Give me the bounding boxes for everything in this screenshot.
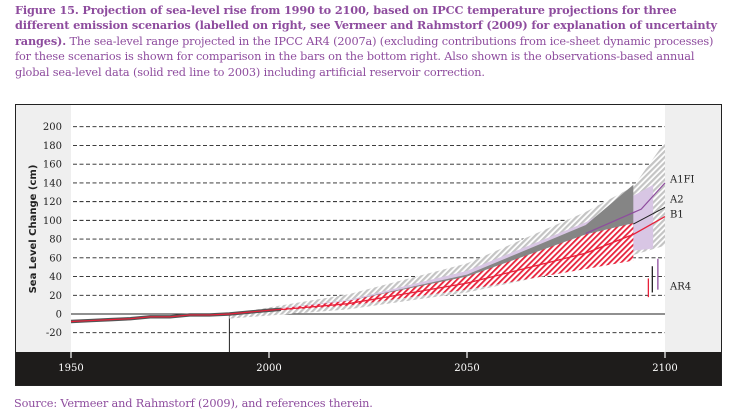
source-note: Source: Vermeer and Rahmstorf (2009), an…: [14, 397, 373, 410]
y-axis-ticks: -20 0 20 40 60 80 100 120 140 160 180 200: [43, 122, 62, 339]
observed-series: [70, 307, 282, 324]
x-tick-label: 2000: [256, 363, 281, 374]
b1-band: [229, 223, 634, 314]
y-tick-label: 0: [56, 310, 62, 321]
y-tick-label: 40: [49, 272, 62, 283]
y-tick-label: 100: [43, 216, 62, 227]
label-a1fi: A1FI: [669, 175, 695, 186]
label-a2: A2: [669, 194, 684, 205]
observed-line: [70, 308, 281, 323]
y-axis-label: Sea Level Change (cm): [28, 165, 39, 294]
scenario-lines: [229, 182, 666, 315]
label-ar4: AR4: [669, 281, 691, 292]
y-tick-label: 60: [49, 253, 62, 264]
left-axis-panel: [16, 105, 71, 352]
y-tick-label: 80: [49, 235, 62, 246]
y-tick-label: 200: [43, 122, 62, 133]
y-tick-label: 20: [49, 291, 62, 302]
x-axis-bar: [16, 352, 721, 385]
y-tick-label: 140: [43, 178, 62, 189]
y-tick-label: 160: [43, 160, 62, 171]
x-tick-label: 1950: [58, 363, 83, 374]
x-tick-label: 2050: [454, 363, 479, 374]
right-label-panel: [665, 105, 721, 352]
ar4-bars: [647, 258, 659, 298]
y-tick-label: -20: [46, 328, 62, 339]
label-b1: B1: [670, 209, 684, 220]
caption-title: Figure 15. Projection of sea-level rise …: [15, 3, 717, 48]
y-tick-label: 120: [43, 197, 62, 208]
figure-caption: Figure 15. Projection of sea-level rise …: [15, 3, 727, 80]
gridlines: [71, 126, 665, 352]
a1fi-leader: [585, 182, 666, 235]
x-tick-label: 2100: [652, 363, 677, 374]
x-axis-ticks: 1950 2000 2050 2100: [58, 352, 678, 374]
y-tick-label: 180: [43, 141, 62, 152]
caption-body: The sea-level range projected in the IPC…: [15, 34, 714, 79]
b1-line: [229, 216, 666, 315]
a2-leader: [633, 206, 666, 225]
scenario-labels: A1FI A2 B1 AR4: [669, 175, 695, 293]
